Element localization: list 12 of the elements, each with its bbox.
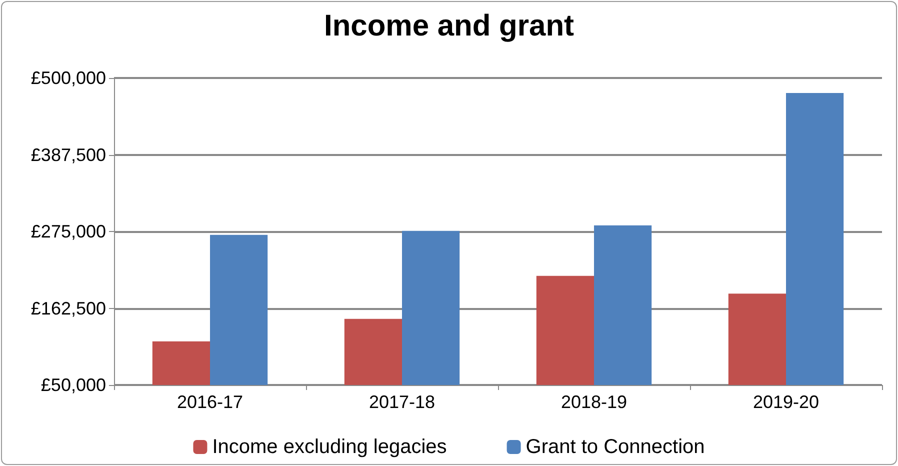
x-tick-label: 2018-19	[560, 392, 628, 412]
y-tick-label: £162,500	[30, 298, 106, 318]
legend-label: Grant to Connection	[526, 436, 705, 458]
x-tick-label: 2019-20	[752, 392, 820, 412]
y-tick-label: £500,000	[30, 68, 106, 88]
x-tick-label: 2016-17	[176, 392, 244, 412]
chart-title: Income and grant	[324, 10, 574, 42]
legend-label: Income excluding legacies	[212, 436, 447, 458]
y-tick-label: £387,500	[30, 144, 106, 165]
y-tick-label: £50,000	[40, 375, 106, 395]
y-tick-label: £275,000	[30, 222, 106, 242]
x-tick-label: 2017-18	[368, 392, 436, 412]
